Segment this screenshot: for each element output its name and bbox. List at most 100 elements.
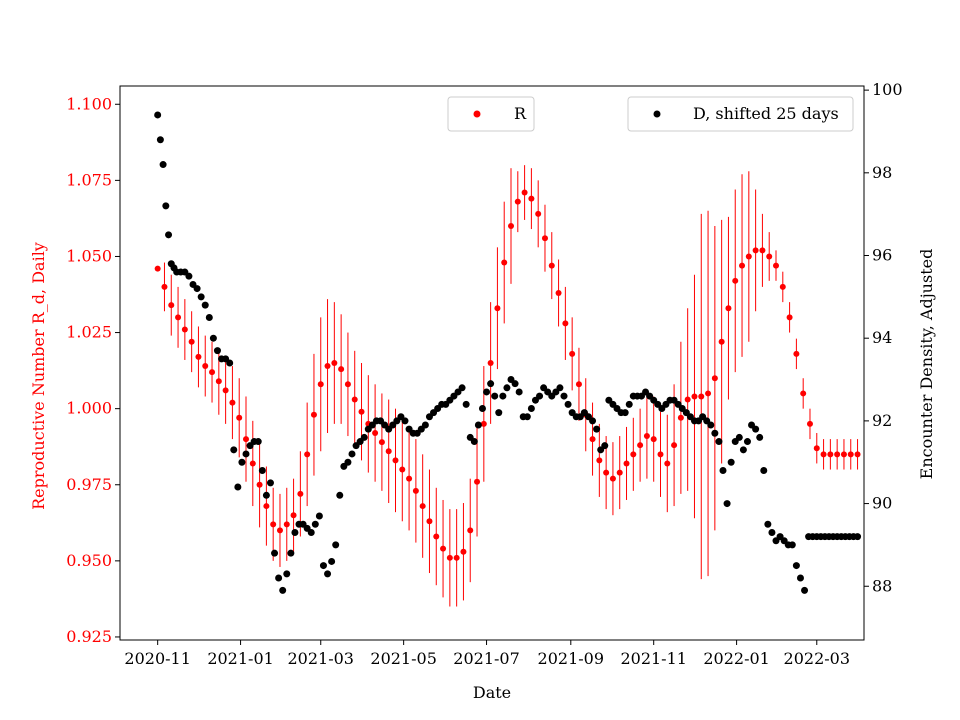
d-point <box>527 404 535 412</box>
r-point <box>453 554 460 561</box>
d-point <box>279 586 287 594</box>
r-point <box>304 451 311 458</box>
d-point <box>764 520 772 528</box>
r-point <box>575 381 582 388</box>
right-y-tick-label: 90 <box>872 494 892 513</box>
d-point <box>735 433 743 441</box>
d-point <box>719 466 727 474</box>
r-point <box>372 430 379 437</box>
d-point <box>801 586 809 594</box>
r-point <box>827 451 834 458</box>
d-point <box>560 392 568 400</box>
r-point <box>501 259 508 266</box>
x-tick-label: 2022-03 <box>784 649 850 668</box>
r-point <box>725 305 732 312</box>
d-point <box>266 479 274 487</box>
r-series <box>154 165 861 607</box>
r-point <box>535 210 542 217</box>
left-y-tick-label: 1.050 <box>66 246 112 265</box>
d-point <box>495 409 503 417</box>
r-point <box>779 283 786 290</box>
r-point <box>351 396 358 403</box>
x-tick-label: 2021-03 <box>288 649 354 668</box>
r-point <box>283 521 290 528</box>
right-y-axis: 88 90 92 94 96 98 100 <box>864 80 903 595</box>
r-point <box>759 247 766 254</box>
x-tick-label: 2021-11 <box>620 649 686 668</box>
r-point <box>705 390 712 397</box>
r-point <box>222 387 229 394</box>
right-y-tick-label: 92 <box>872 411 892 430</box>
right-y-axis-title: Encounter Density, Adjusted <box>917 249 936 480</box>
right-y-tick-label: 98 <box>872 163 892 182</box>
r-point <box>263 503 270 510</box>
r-point <box>338 366 345 373</box>
r-point <box>548 262 555 269</box>
r-point <box>324 363 331 370</box>
right-y-tick-label: 96 <box>872 246 892 265</box>
d-point <box>197 293 205 301</box>
r-point <box>440 545 447 552</box>
d-point <box>319 562 327 570</box>
r-point <box>290 512 297 519</box>
d-point <box>625 400 633 408</box>
left-y-tick-label: 1.100 <box>66 94 112 113</box>
d-point <box>226 359 234 367</box>
d-point <box>234 483 242 491</box>
left-y-tick-label: 1.000 <box>66 399 112 418</box>
r-point <box>378 439 385 446</box>
r-point <box>650 436 657 443</box>
r-point <box>419 503 426 510</box>
d-point <box>458 384 466 392</box>
d-point <box>536 392 544 400</box>
r-point <box>331 360 338 366</box>
r-point <box>256 481 263 488</box>
d-point <box>165 231 173 239</box>
d-point <box>739 446 747 454</box>
x-tick-label: 2020-11 <box>124 649 190 668</box>
r-point <box>820 451 827 458</box>
d-point <box>185 272 193 280</box>
r-point <box>474 478 481 485</box>
d-point <box>201 301 209 309</box>
left-y-axis-title: Reproductive Number R_d, Daily <box>29 242 48 510</box>
r-point <box>589 436 596 443</box>
r-point <box>609 475 616 482</box>
x-tick-label: 2021-09 <box>538 649 604 668</box>
r-point <box>541 235 548 242</box>
d-point <box>230 446 238 454</box>
r-point <box>276 527 283 534</box>
right-y-tick-label: 94 <box>872 328 892 347</box>
d-point <box>360 433 368 441</box>
r-point <box>494 305 501 312</box>
x-tick-label: 2021-05 <box>370 649 436 668</box>
x-tick-label: 2021-07 <box>453 649 519 668</box>
r-point <box>603 469 610 476</box>
r-point <box>752 247 759 254</box>
d-point <box>756 433 764 441</box>
r-point <box>834 451 841 458</box>
r-point <box>562 320 569 327</box>
r-point <box>718 338 725 345</box>
d-point <box>315 512 323 520</box>
r-point <box>616 469 623 476</box>
x-tick-label: 2021-01 <box>207 649 273 668</box>
d-point <box>499 392 507 400</box>
r-point <box>528 195 535 202</box>
r-point <box>623 460 630 467</box>
left-y-tick-label: 0.925 <box>66 627 112 646</box>
d-point <box>788 541 796 549</box>
d-point <box>154 111 162 119</box>
d-point <box>283 570 291 578</box>
d-point <box>743 438 751 446</box>
d-point <box>156 136 164 144</box>
d-point <box>307 529 315 537</box>
d-point <box>601 442 609 450</box>
r-point <box>793 350 800 357</box>
d-point <box>511 380 519 388</box>
r-point <box>317 381 324 388</box>
legend-r-marker <box>473 110 481 118</box>
d-point <box>474 421 482 429</box>
d-point <box>275 574 283 582</box>
r-point <box>596 457 603 464</box>
